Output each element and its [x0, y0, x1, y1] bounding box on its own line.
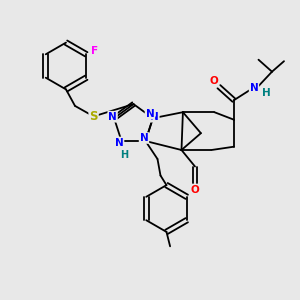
- Text: N: N: [150, 112, 159, 122]
- Text: N: N: [250, 83, 258, 93]
- Text: F: F: [91, 46, 98, 56]
- Text: N: N: [146, 109, 154, 119]
- Text: O: O: [209, 76, 218, 86]
- Text: N: N: [140, 133, 148, 143]
- Text: S: S: [89, 110, 98, 123]
- Text: N: N: [108, 112, 117, 122]
- Text: N: N: [115, 137, 124, 148]
- Text: H: H: [262, 88, 270, 98]
- Text: O: O: [190, 185, 200, 195]
- Text: H: H: [120, 149, 129, 160]
